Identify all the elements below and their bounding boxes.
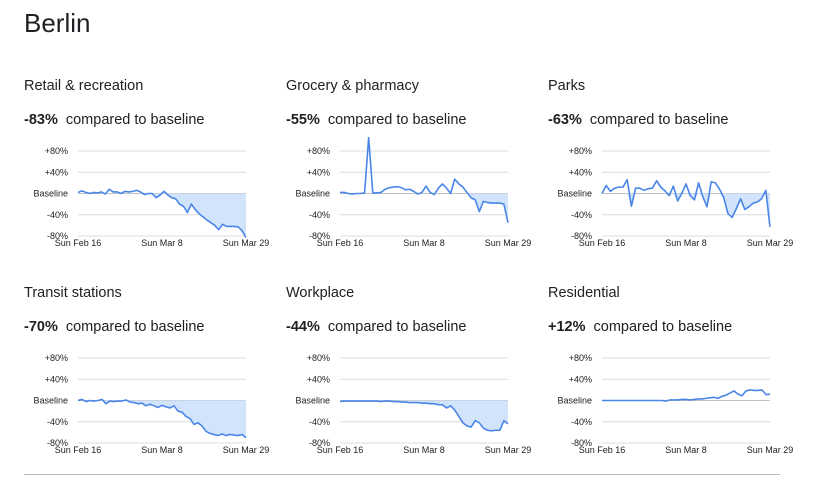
x-tick-label: Sun Mar 8: [665, 238, 707, 248]
y-tick-label: -40%: [571, 210, 592, 220]
summary-compared-label: compared to baseline: [327, 112, 467, 128]
chart-svg: +80% +40% Baseline -40% -80%Sun Feb 16 Sun Ma…: [295, 353, 532, 455]
y-tick-label: Baseline: [295, 189, 330, 199]
chart-title: Workplace: [286, 285, 355, 301]
chart-svg: +80% +40% Baseline -40% -80%Sun Feb 16 Sun Ma…: [33, 146, 270, 248]
x-tick-label: Sun Mar 29: [485, 238, 532, 248]
y-tick-label: +40%: [569, 167, 592, 177]
x-tick-label: Sun Mar 29: [485, 445, 532, 455]
y-tick-label: -40%: [309, 417, 330, 427]
y-tick-label: -80%: [47, 231, 68, 241]
city-title: Berlin: [24, 8, 91, 38]
chart-panel: Workplace -44% compared to baseline +80% +40…: [286, 285, 548, 491]
x-tick-label: Sun Mar 8: [141, 238, 183, 248]
x-tick-label: Sun Feb 16: [317, 238, 364, 248]
chart-summary: +12% compared to baseline: [548, 319, 732, 335]
x-tick-label: Sun Mar 29: [747, 445, 794, 455]
chart-panel: Grocery & pharmacy -55% compared to baseli…: [286, 78, 548, 284]
y-tick-label: +80%: [307, 353, 330, 363]
chart-summary: -83% compared to baseline: [24, 112, 205, 128]
summary-percent: -55%: [286, 112, 320, 128]
y-tick-label: +40%: [307, 167, 330, 177]
chart-summary: -55% compared to baseline: [286, 112, 467, 128]
summary-compared-label: compared to baseline: [589, 112, 729, 128]
y-tick-label: -80%: [309, 231, 330, 241]
y-tick-label: +80%: [307, 146, 330, 156]
series-line: [340, 136, 509, 223]
y-tick-label: +40%: [45, 374, 68, 384]
series-area: [78, 193, 246, 238]
summary-compared-label: compared to baseline: [593, 319, 733, 335]
summary-compared-label: compared to baseline: [327, 319, 467, 335]
series-line: [77, 188, 247, 238]
series-line: [339, 400, 509, 432]
y-tick-label: Baseline: [33, 396, 68, 406]
y-tick-label: +40%: [569, 374, 592, 384]
x-tick-label: Sun Feb 16: [579, 238, 626, 248]
summary-compared-label: compared to baseline: [65, 112, 205, 128]
y-tick-label: +80%: [569, 146, 592, 156]
x-tick-label: Sun Mar 8: [141, 445, 183, 455]
y-tick-label: -40%: [309, 210, 330, 220]
chart-panel: Residential +12% compared to baseline +80% +…: [548, 285, 810, 491]
x-tick-label: Sun Mar 29: [223, 445, 270, 455]
chart-panel: Transit stations -70% compared to baseline…: [24, 285, 286, 491]
y-tick-label: Baseline: [557, 396, 592, 406]
y-tick-label: -80%: [309, 438, 330, 448]
y-tick-label: -80%: [571, 438, 592, 448]
chart-title: Grocery & pharmacy: [286, 78, 419, 94]
y-tick-label: Baseline: [557, 189, 592, 199]
chart-title: Retail & recreation: [24, 78, 144, 94]
x-tick-label: Sun Mar 8: [665, 445, 707, 455]
x-tick-label: Sun Feb 16: [579, 445, 626, 455]
summary-percent: +12%: [548, 319, 586, 335]
x-tick-label: Sun Feb 16: [317, 445, 364, 455]
y-tick-label: -40%: [47, 417, 68, 427]
chart-svg: +80% +40% Baseline -40% -80%Sun Feb 16 Sun Ma…: [33, 353, 270, 455]
chart-svg: +80% +40% Baseline -40% -80%Sun Feb 16 Sun Ma…: [557, 146, 794, 248]
chart-title: Transit stations: [24, 285, 122, 301]
y-tick-label: +80%: [45, 146, 68, 156]
y-tick-label: +40%: [45, 167, 68, 177]
series-line: [77, 398, 247, 439]
y-tick-label: +80%: [45, 353, 68, 363]
series-area: [340, 193, 508, 223]
summary-percent: -83%: [24, 112, 58, 128]
y-tick-label: Baseline: [33, 189, 68, 199]
chart-summary: -44% compared to baseline: [286, 319, 467, 335]
series-line: [601, 178, 771, 228]
y-tick-label: +80%: [569, 353, 592, 363]
summary-percent: -70%: [24, 319, 58, 335]
y-tick-label: -80%: [571, 231, 592, 241]
x-tick-label: Sun Feb 16: [55, 445, 102, 455]
chart-summary: -63% compared to baseline: [548, 112, 729, 128]
x-tick-label: Sun Mar 29: [223, 238, 270, 248]
x-tick-label: Sun Mar 8: [403, 238, 445, 248]
bottom-divider: [24, 474, 780, 475]
chart-title: Residential: [548, 285, 620, 301]
y-tick-label: -40%: [571, 417, 592, 427]
y-tick-label: +40%: [307, 374, 330, 384]
summary-compared-label: compared to baseline: [65, 319, 205, 335]
y-tick-label: -40%: [47, 210, 68, 220]
y-tick-label: Baseline: [295, 396, 330, 406]
x-tick-label: Sun Mar 8: [403, 445, 445, 455]
x-tick-label: Sun Mar 29: [747, 238, 794, 248]
chart-svg: +80% +40% Baseline -40% -80%Sun Feb 16 Sun Ma…: [557, 353, 794, 455]
chart-svg: +80% +40% Baseline -40% -80%Sun Feb 16 Sun Ma…: [295, 136, 532, 248]
series-area: [340, 400, 508, 431]
chart-title: Parks: [548, 78, 586, 94]
series-area: [602, 193, 770, 227]
y-tick-label: -80%: [47, 438, 68, 448]
chart-panel: Parks -63% compared to baseline +80% +40% Bas…: [548, 78, 810, 284]
summary-percent: -44%: [286, 319, 320, 335]
chart-panel: Retail & recreation -83% compared to basel…: [24, 78, 286, 284]
x-tick-label: Sun Feb 16: [55, 238, 102, 248]
series-line: [602, 389, 771, 402]
summary-percent: -63%: [548, 112, 582, 128]
chart-summary: -70% compared to baseline: [24, 319, 205, 335]
